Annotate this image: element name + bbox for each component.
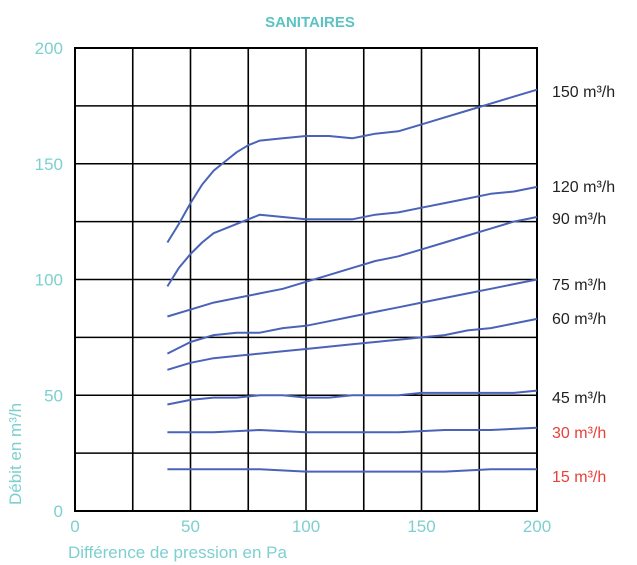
series-line xyxy=(167,317,538,371)
y-tick-label: 200 xyxy=(35,39,63,58)
series-labels: 150 m³/h 120 m³/h 90 m³/h 75 m³/h 60 m³/h 45 … xyxy=(552,84,615,486)
x-tick-label: 100 xyxy=(292,517,320,536)
series-label: 75 m³/h xyxy=(552,277,606,294)
series-line xyxy=(167,216,538,318)
series-label: 15 m³/h xyxy=(552,469,606,486)
x-tick-label: 0 xyxy=(70,517,79,536)
y-tick-label: 50 xyxy=(44,386,63,405)
x-axis-label: Différence de pression en Pa xyxy=(68,543,287,562)
series-line xyxy=(166,278,538,355)
series-label: 120 m³/h xyxy=(552,179,615,196)
x-axis-ticks: 0 50 100 150 200 xyxy=(70,517,551,536)
x-tick-label: 150 xyxy=(407,517,435,536)
series-line xyxy=(167,426,538,434)
series-line xyxy=(167,389,538,406)
series-label: 60 m³/h xyxy=(552,311,606,328)
x-tick-label: 50 xyxy=(181,517,200,536)
y-tick-label: 150 xyxy=(35,155,63,174)
series-label: 45 m³/h xyxy=(552,390,606,407)
x-tick-label: 200 xyxy=(523,517,551,536)
series-group xyxy=(166,88,538,473)
series-label: 30 m³/h xyxy=(552,425,606,442)
y-axis-ticks: 0 50 100 150 200 xyxy=(35,39,63,521)
series-label: 90 m³/h xyxy=(552,211,606,228)
y-tick-label: 0 xyxy=(54,502,63,521)
y-axis-label: Débit en m³/h xyxy=(6,403,25,505)
series-line xyxy=(167,468,537,473)
y-tick-label: 100 xyxy=(35,271,63,290)
grid xyxy=(74,47,538,512)
series-line xyxy=(166,88,538,244)
series-label: 150 m³/h xyxy=(552,84,615,101)
chart-title: SANITAIRES xyxy=(265,14,355,31)
series-line xyxy=(166,185,538,287)
